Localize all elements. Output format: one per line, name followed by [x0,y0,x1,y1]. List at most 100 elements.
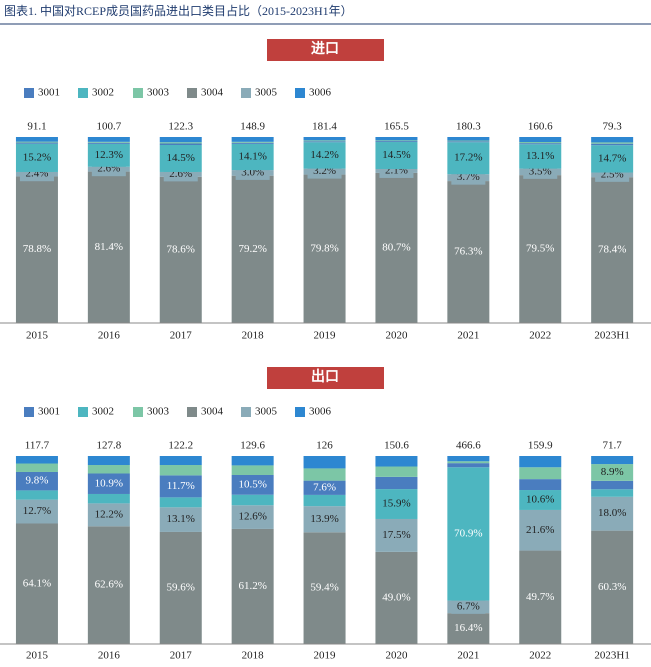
total-label: 148.9 [240,121,265,133]
bar-segment [15,490,58,500]
bar-segment [447,456,490,462]
total-label: 122.2 [168,440,193,452]
total-label: 180.3 [456,121,481,133]
bar-segment [15,463,58,472]
total-label: 466.6 [456,440,481,452]
bar-segment [159,497,202,508]
value-label: 15.2% [23,151,51,163]
bar-segment [159,142,202,144]
bar-segment [15,499,58,524]
legend-swatch [187,88,197,98]
bar-segment [303,532,346,644]
total-label: 71.7 [603,440,623,452]
value-label: 78.8% [23,243,51,255]
bar-segment [303,480,346,495]
bar-segment [159,465,202,476]
value-label: 62.6% [95,579,123,591]
bar-segment [303,142,346,169]
bar-segment [375,142,418,169]
legend-swatch [241,407,251,417]
legend-label: 3004 [201,406,224,418]
legend-label: 3001 [38,87,60,99]
value-label: 13.1% [167,513,195,525]
bar-segment [303,506,346,533]
legend-swatch [295,407,305,417]
bar-segment [15,176,58,323]
bar-segment [15,456,58,464]
value-label: 13.9% [310,513,338,525]
value-label: 12.3% [95,149,123,161]
x-tick-label: 2017 [170,330,193,342]
bar-segment [231,143,274,171]
total-label: 126 [316,440,333,452]
legend-label: 3005 [255,406,278,418]
legend-label: 3006 [309,406,332,418]
bar-segment [231,465,274,475]
bar-segment [591,496,634,531]
legend-label: 3001 [38,406,60,418]
bar-segment [231,175,274,323]
total-label: 127.8 [96,440,121,452]
bar-segment [519,144,562,169]
legend-label: 3005 [255,87,278,99]
bar-segment [303,141,346,143]
total-label: 100.7 [96,121,121,133]
bar-segment [303,174,346,323]
value-label: 49.7% [526,591,554,603]
value-label: 49.0% [382,591,410,603]
bar-segment [87,493,130,504]
bar-segment [303,456,346,469]
bar-segment [303,137,346,141]
total-label: 165.5 [384,121,409,133]
bar-segment [15,471,58,491]
x-tick-label: 2018 [242,330,265,342]
total-label: 160.6 [528,121,553,133]
value-label: 14.7% [598,152,626,164]
title-banner [267,367,384,389]
bar-segment [591,530,634,644]
bar-segment [519,142,562,144]
x-tick-label: 2019 [314,650,337,662]
bar-segment [591,480,634,490]
bar-segment [447,141,490,143]
bar-segment [303,468,346,481]
bar-segment [231,528,274,644]
value-label: 10.6% [526,494,554,506]
value-label: 10.9% [95,477,123,489]
x-tick-label: 2021 [457,650,479,662]
total-label: 181.4 [312,121,337,133]
legend-label: 3004 [201,87,224,99]
bar-segment [447,463,490,468]
value-label: 64.1% [23,577,51,589]
value-label: 10.5% [238,478,266,490]
legend-label: 3002 [92,87,114,99]
bar-segment [87,141,130,143]
bar-segment [303,140,346,142]
bar-segment [591,137,634,143]
value-label: 80.7% [382,241,410,253]
value-label: 61.2% [238,580,266,592]
x-tick-label: 2020 [385,330,408,342]
title-banner [267,39,384,61]
bar-segment [231,142,274,144]
bar-segment [519,175,562,323]
bar-segment [231,456,274,466]
value-label: 14.5% [382,149,410,161]
chart-title: 出口 [311,368,339,385]
bar-segment [15,523,58,644]
value-label: 13.1% [526,150,554,162]
bar-segment [375,137,418,141]
legend-swatch [78,407,88,417]
legend-swatch [133,88,143,98]
bar-segment [375,551,418,644]
bar-segment [375,476,418,490]
bar-segment [375,466,418,477]
total-label: 159.9 [528,440,553,452]
value-label: 76.3% [454,246,482,258]
bar-segment [231,505,274,529]
x-tick-label: 2016 [98,330,121,342]
value-label: 14.2% [310,149,338,161]
bar-segment [159,475,202,498]
bar-segment [15,137,58,142]
value-label: 17.2% [454,152,482,164]
